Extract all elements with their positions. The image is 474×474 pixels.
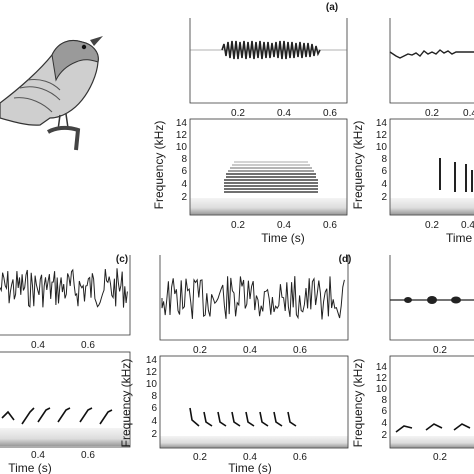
svg-text:2: 2 [381, 430, 387, 441]
spec-tick: 0.2 [433, 452, 447, 463]
spectrogram-notes [189, 407, 297, 427]
frequency-axis-label: Frequency (kHz) [119, 359, 133, 448]
waveform-line [389, 49, 474, 59]
spectrogram-frame [159, 355, 349, 449]
spectrogram-frame [389, 355, 474, 449]
svg-text:12: 12 [376, 130, 388, 141]
frequency-ticks: 14 12 10 8 6 4 2 [176, 118, 188, 203]
svg-text:14: 14 [376, 362, 388, 373]
svg-text:2: 2 [151, 429, 157, 440]
spec-tick: 0.4 [461, 220, 474, 231]
wave-tick: 0.2 [433, 345, 447, 356]
wave-tick: 0.4 [31, 340, 45, 351]
svg-text:6: 6 [181, 166, 187, 177]
frequency-axis-label: Frequency (kHz) [351, 359, 365, 448]
svg-text:10: 10 [376, 142, 388, 153]
svg-text:4: 4 [381, 179, 387, 190]
svg-text:4: 4 [181, 179, 187, 190]
bird-illustration [0, 36, 103, 151]
svg-text:4: 4 [151, 416, 157, 427]
svg-text:12: 12 [376, 373, 388, 384]
spec-tick: 0.4 [277, 220, 291, 231]
spec-tick: 0.6 [293, 452, 307, 463]
wave-tick: 0.4 [277, 108, 291, 119]
spectrogram-notes [1, 407, 113, 425]
waveform-frame [159, 255, 349, 341]
svg-text:4: 4 [381, 418, 387, 429]
frequency-ticks: 14 12 10 8 6 4 2 [376, 118, 388, 203]
wave-tick: 0.6 [293, 345, 307, 356]
waveform-burst [221, 40, 321, 60]
frequency-axis-label: Frequency (kHz) [152, 121, 166, 210]
spectrogram-notes [395, 423, 471, 433]
svg-text:8: 8 [381, 154, 387, 165]
wave-tick: 0.4 [463, 108, 474, 119]
spec-tick: 0.4 [31, 450, 45, 461]
frequency-ticks: 14 12 10 8 6 4 2 [146, 355, 158, 440]
waveform-frame [0, 255, 131, 336]
wave-tick: 0.2 [231, 108, 245, 119]
svg-text:10: 10 [176, 142, 188, 153]
spec-tick: 0.6 [323, 220, 337, 231]
svg-text:2: 2 [181, 192, 187, 203]
svg-text:12: 12 [146, 367, 158, 378]
panel-label: (c) [116, 254, 128, 265]
time-axis-label: Time (s) [261, 231, 305, 245]
spectrogram-pulses [439, 158, 473, 192]
waveform-frame [189, 18, 348, 104]
panel-label: (a) [326, 2, 338, 13]
svg-text:6: 6 [381, 166, 387, 177]
waveform-bursts [404, 296, 461, 304]
spec-tick: 0.2 [193, 452, 207, 463]
spec-tick: 0.4 [243, 452, 257, 463]
time-axis-label: Time [446, 231, 473, 245]
svg-text:14: 14 [146, 355, 158, 366]
panel-e: 0.2 14 12 10 8 6 4 2 Frequency (kHz) 0.2 [351, 255, 474, 463]
wave-tick: 0.6 [323, 108, 337, 119]
waveform-frame [389, 255, 474, 341]
frequency-axis-label: Frequency (kHz) [351, 121, 365, 210]
time-axis-label: Time (s) [228, 461, 272, 474]
panel-label: (d) [339, 254, 352, 265]
spec-tick: 0.6 [81, 450, 95, 461]
panel-d: (d) 0.2 0.4 0.6 14 12 10 8 6 4 2 Frequen… [119, 254, 351, 474]
spec-tick: 0.2 [231, 220, 245, 231]
time-axis-label: Time (s) [8, 461, 52, 474]
wave-tick: 0.6 [81, 340, 95, 351]
wave-tick: 0.4 [243, 345, 257, 356]
wave-tick: 0.2 [425, 108, 439, 119]
svg-text:8: 8 [181, 154, 187, 165]
svg-text:6: 6 [381, 406, 387, 417]
waveform-noise [161, 276, 345, 320]
waveform-noise [0, 268, 128, 308]
svg-text:14: 14 [176, 118, 188, 129]
spec-tick: 0.2 [425, 220, 439, 231]
waveform-frame [389, 18, 474, 104]
panel-a: (a) 0.2 0.4 0.6 14 12 10 8 6 [152, 2, 348, 245]
panel-c: (c) 0.4 0.6 0.4 0.6 Time (s) [0, 254, 131, 474]
svg-text:6: 6 [151, 403, 157, 414]
svg-text:10: 10 [146, 379, 158, 390]
svg-text:10: 10 [376, 384, 388, 395]
svg-text:12: 12 [176, 130, 188, 141]
wave-tick: 0.2 [193, 345, 207, 356]
panel-b: 0.2 0.4 14 12 10 8 6 4 2 Frequency (kHz)… [351, 18, 474, 245]
svg-text:8: 8 [151, 391, 157, 402]
spectrogram-harmonics [224, 161, 318, 193]
svg-text:2: 2 [381, 192, 387, 203]
svg-text:14: 14 [376, 118, 388, 129]
frequency-ticks: 14 12 10 8 6 4 2 [376, 362, 388, 441]
svg-text:8: 8 [381, 395, 387, 406]
